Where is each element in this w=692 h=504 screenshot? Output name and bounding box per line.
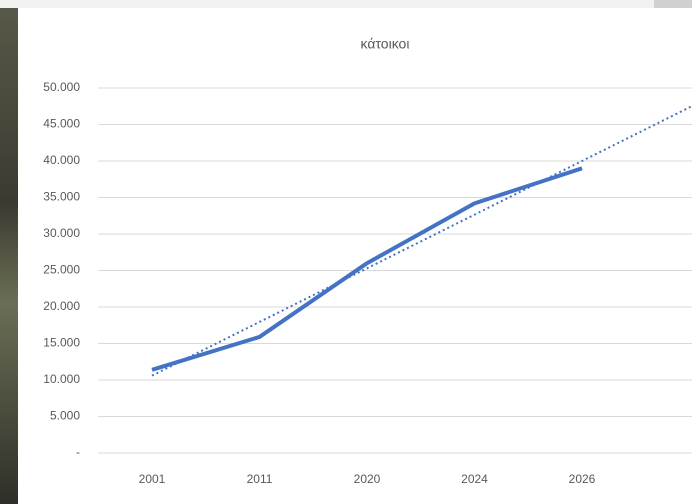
y-tick-label: 35.000 [43,190,80,204]
chart-title: κάτοικοι [361,36,410,52]
y-tick-label: - [76,445,80,459]
y-tick-label: 10.000 [43,372,80,386]
top-strip [0,0,692,8]
x-tick-label: 2024 [461,472,488,486]
x-tick-label: 2020 [354,472,381,486]
y-tick-label: 50.000 [43,80,80,94]
x-tick-label: 2011 [247,472,273,486]
y-tick-label: 5.000 [50,409,80,423]
chart-area [18,8,692,504]
y-tick-label: 20.000 [43,299,80,313]
line [151,166,583,372]
y-tick-label: 15.000 [43,336,80,350]
y-tick-label: 40.000 [43,153,80,167]
y-tick-label: 45.000 [43,117,80,131]
x-tick-label: 2026 [569,472,596,486]
trendline [151,105,692,377]
y-tick-label: 30.000 [43,226,80,240]
y-tick-label: 25.000 [43,263,80,277]
x-tick-label: 2001 [139,472,166,486]
